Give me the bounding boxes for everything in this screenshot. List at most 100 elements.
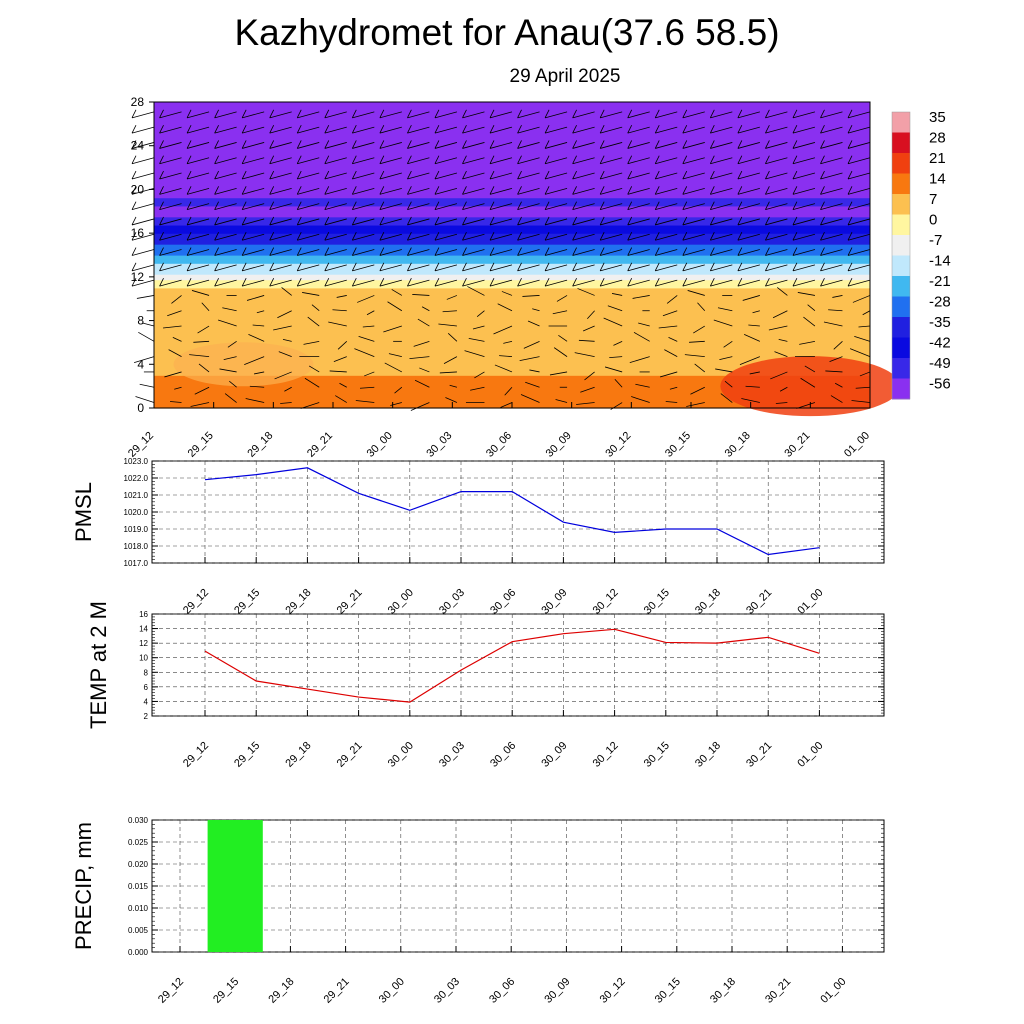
temp-panel-xtick-label: 01_00	[795, 740, 825, 770]
heatmap-band	[154, 342, 870, 346]
wind-barb	[820, 216, 843, 226]
heatmap-band	[154, 367, 870, 371]
heatmap-band	[154, 208, 870, 212]
pmsl-panel-xtick-label: 30_00	[386, 587, 416, 617]
wind-barb	[682, 262, 705, 272]
wind-barb	[351, 277, 375, 287]
heatmap-band	[154, 244, 870, 248]
wind-barb	[792, 201, 816, 211]
wind-barb	[335, 395, 347, 403]
wind-barb	[332, 309, 347, 312]
heatmap-band	[154, 249, 870, 253]
heatmap-band	[154, 383, 870, 387]
wind-barb	[214, 201, 237, 211]
wind-barb	[613, 340, 623, 346]
wind-barb	[748, 324, 760, 327]
heatmap-band	[154, 129, 870, 133]
wind-barb	[690, 386, 705, 395]
wind-barb	[421, 306, 430, 312]
wind-barb	[417, 318, 430, 327]
wind-barb	[434, 232, 458, 241]
wind-barb	[337, 341, 348, 350]
pmsl-panel-xtick-label: 30_03	[437, 587, 467, 617]
wind-barb	[364, 371, 375, 377]
wind-barb	[544, 186, 568, 195]
wind-barb	[442, 310, 457, 313]
wind-barb	[858, 325, 871, 328]
wind-barb	[830, 395, 843, 403]
pmsl-panel-xtick-label: 30_09	[539, 587, 569, 617]
wind-barb	[544, 155, 568, 165]
pmsl-panel-xtick-label: 30_12	[591, 587, 621, 617]
wind-barb	[214, 216, 237, 226]
heatmap-band	[154, 162, 870, 166]
heatmap-band	[154, 246, 870, 251]
wind-barb	[214, 277, 237, 287]
wind-barb	[778, 338, 788, 342]
heatmap-field	[154, 102, 901, 417]
heatmap-xtick-label: 30_18	[723, 430, 753, 460]
wind-barb	[749, 371, 760, 375]
wind-barb	[131, 140, 155, 149]
heatmap-band	[154, 347, 870, 352]
heatmap-band	[154, 320, 870, 324]
pmsl-panel-xtick-label: 30_06	[488, 587, 518, 617]
wind-barb	[462, 186, 485, 195]
wind-barb	[222, 307, 237, 312]
wind-barb	[324, 216, 347, 226]
wind-barb	[278, 351, 292, 358]
heatmap-band	[154, 309, 870, 313]
temp-panel-xtick-label: 30_09	[539, 740, 569, 770]
wind-barb	[682, 124, 705, 134]
wind-barb	[544, 109, 568, 119]
wind-barb	[654, 124, 678, 134]
wind-barb	[191, 290, 210, 296]
wind-barb	[599, 124, 623, 134]
wind-barb	[241, 155, 265, 165]
wind-barb	[131, 247, 155, 256]
wind-barb	[296, 186, 320, 195]
wind-barb	[324, 124, 347, 134]
wind-barb	[296, 277, 320, 287]
wind-barb	[186, 247, 210, 256]
wind-barb	[351, 201, 375, 211]
wind-barb	[131, 277, 155, 287]
wind-barb	[470, 386, 485, 391]
wind-barb	[303, 340, 320, 345]
heatmap-band	[154, 118, 870, 122]
colorbar-swatch	[892, 358, 910, 379]
wind-barb	[627, 277, 650, 287]
wind-barb	[131, 201, 155, 211]
wind-barb	[654, 186, 678, 195]
wind-barb	[214, 170, 237, 180]
pmsl-panel-ytick-label: 1017.0	[124, 559, 149, 568]
wind-barb	[159, 216, 182, 226]
wind-barb	[351, 155, 375, 165]
temp-panel-frame	[151, 613, 885, 717]
wind-barb	[852, 295, 871, 303]
wind-barb	[159, 109, 182, 119]
temp-panel-xtick-label: 30_18	[693, 740, 723, 770]
wind-barb	[241, 124, 265, 134]
wind-barb	[241, 140, 265, 149]
wind-barb	[501, 291, 513, 296]
wind-barb	[792, 262, 816, 272]
wind-barb	[713, 319, 733, 327]
wind-barb	[241, 170, 265, 180]
wind-barb	[407, 186, 430, 195]
wind-barb	[476, 310, 485, 318]
heatmap-band	[154, 397, 870, 401]
wind-barb	[133, 356, 155, 364]
precip-panel-xtick-label: 30_06	[487, 976, 517, 1006]
temp-panel-xtick-label: 29_18	[283, 740, 313, 770]
wind-barb	[308, 365, 320, 373]
wind-barb	[709, 277, 733, 287]
wind-barb	[737, 186, 760, 195]
wind-barb	[820, 277, 843, 287]
wind-barb	[517, 170, 540, 180]
wind-barb	[214, 247, 237, 256]
wind-barb	[159, 232, 182, 241]
wind-barb	[820, 262, 843, 272]
wind-barb	[168, 349, 182, 357]
wind-barb	[631, 396, 650, 403]
